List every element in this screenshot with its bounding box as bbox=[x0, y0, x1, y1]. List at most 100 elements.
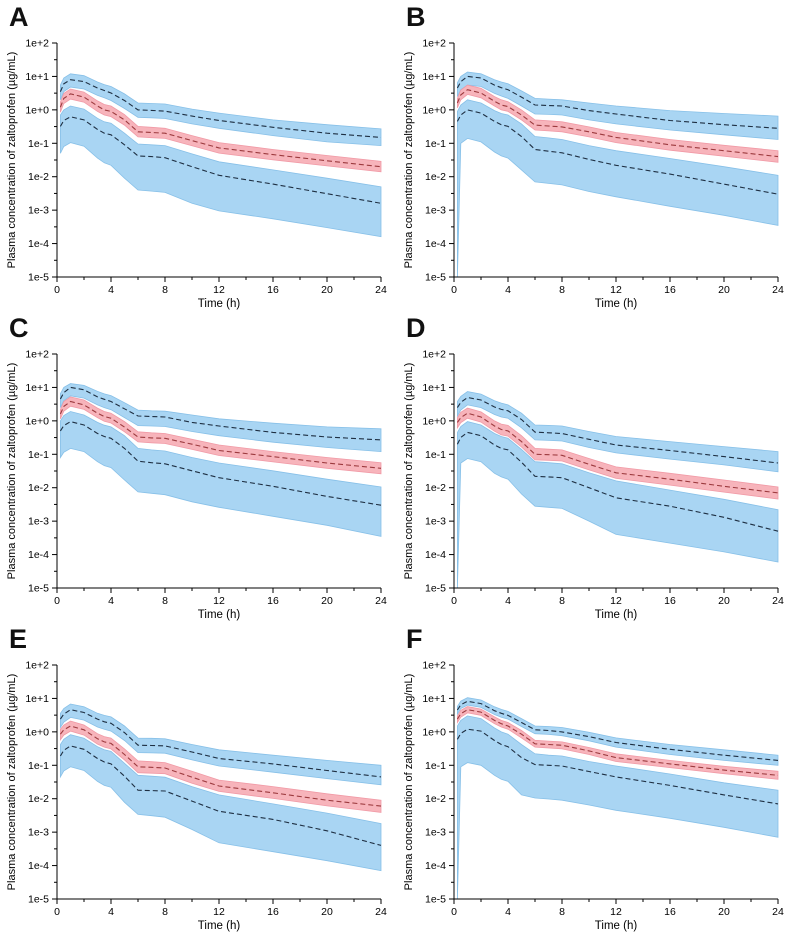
p05-percentile-line bbox=[456, 431, 779, 532]
p05-ci-band bbox=[457, 715, 779, 900]
tick-labels: 1e+2 1e+1 1e+0 1e-1 1e-2 1e-3 1e-4 1e-5 0 4 8 12 16 2… bbox=[422, 349, 784, 608]
tick-labels: 1e+2 1e+1 1e+0 1e-1 1e-2 1e-3 1e-4 1e-5 0 4 8 12 16 2… bbox=[25, 660, 387, 919]
median-ci-band bbox=[457, 84, 779, 163]
svg-text:4: 4 bbox=[505, 284, 511, 296]
svg-text:1e+2: 1e+2 bbox=[25, 38, 49, 50]
svg-text:1e-3: 1e-3 bbox=[28, 827, 49, 839]
x-axis-title: Time (h) bbox=[198, 609, 241, 621]
p05-ci-band bbox=[457, 99, 779, 278]
svg-text:12: 12 bbox=[610, 906, 622, 918]
panel-f-plot: 1e+2 1e+1 1e+0 1e-1 1e-2 1e-3 1e-4 1e-5 0 4 8 12 16 2… bbox=[403, 660, 784, 933]
p95-ci-band bbox=[457, 71, 779, 140]
panel-f: 1e+2 1e+1 1e+0 1e-1 1e-2 1e-3 1e-4 1e-5 0 4 8 12 16 2… bbox=[397, 622, 794, 933]
tick-labels: 1e+2 1e+1 1e+0 1e-1 1e-2 1e-3 1e-4 1e-5 0 4 8 12 16 2… bbox=[422, 38, 784, 297]
panel-e-plot: 1e+2 1e+1 1e+0 1e-1 1e-2 1e-3 1e-4 1e-5 0 4 8 12 16 2… bbox=[6, 660, 387, 933]
svg-text:1e-1: 1e-1 bbox=[425, 138, 446, 150]
panel-b-label: B bbox=[406, 2, 426, 32]
panel-d-plot: 1e+2 1e+1 1e+0 1e-1 1e-2 1e-3 1e-4 1e-5 0 4 8 12 16 2… bbox=[403, 349, 784, 622]
plot-area bbox=[456, 697, 779, 900]
plot-area bbox=[456, 71, 779, 278]
median-ci-band bbox=[60, 88, 382, 173]
svg-text:1e-2: 1e-2 bbox=[425, 171, 446, 183]
y-axis-title: Plasma concentration of zaltoprofen (µg/… bbox=[6, 52, 18, 269]
svg-text:1e+1: 1e+1 bbox=[422, 382, 446, 394]
y-axis-title: Plasma concentration of zaltoprofen (µg/… bbox=[6, 363, 18, 580]
panel-a: 1e+2 1e+1 1e+0 1e-1 1e-2 1e-3 1e-4 1e-5 0 4 8 12 16 2… bbox=[0, 0, 397, 311]
svg-text:12: 12 bbox=[213, 595, 225, 607]
axes bbox=[52, 664, 382, 904]
svg-text:1e+0: 1e+0 bbox=[422, 726, 446, 738]
svg-text:24: 24 bbox=[772, 284, 784, 296]
svg-text:16: 16 bbox=[664, 906, 676, 918]
svg-text:1e+1: 1e+1 bbox=[25, 693, 49, 705]
p95-ci-band bbox=[457, 697, 779, 766]
panel-e-label: E bbox=[9, 624, 28, 654]
median-line bbox=[456, 709, 779, 776]
svg-text:24: 24 bbox=[772, 906, 784, 918]
panel-c-label: C bbox=[9, 313, 29, 343]
svg-text:8: 8 bbox=[162, 284, 168, 296]
svg-text:1e-3: 1e-3 bbox=[28, 205, 49, 217]
p05-ci-band bbox=[60, 734, 382, 872]
svg-text:24: 24 bbox=[375, 284, 387, 296]
y-axis-title: Plasma concentration of zaltoprofen (µg/… bbox=[403, 363, 415, 580]
svg-text:1e+2: 1e+2 bbox=[25, 660, 49, 672]
panel-b-plot: 1e+2 1e+1 1e+0 1e-1 1e-2 1e-3 1e-4 1e-5 0 4 8 12 16 2… bbox=[403, 38, 784, 311]
svg-text:4: 4 bbox=[108, 284, 114, 296]
axes bbox=[52, 42, 382, 282]
median-ci-band bbox=[60, 720, 382, 813]
svg-text:1e+0: 1e+0 bbox=[422, 415, 446, 427]
svg-text:24: 24 bbox=[375, 595, 387, 607]
svg-text:1e+1: 1e+1 bbox=[25, 71, 49, 83]
panel-d: 1e+2 1e+1 1e+0 1e-1 1e-2 1e-3 1e-4 1e-5 0 4 8 12 16 2… bbox=[397, 311, 794, 622]
svg-text:12: 12 bbox=[213, 906, 225, 918]
svg-text:24: 24 bbox=[375, 906, 387, 918]
p05-percentile-line bbox=[59, 421, 382, 506]
plot-area bbox=[59, 383, 382, 537]
plot-area bbox=[456, 391, 779, 589]
svg-text:1e-4: 1e-4 bbox=[28, 238, 49, 250]
svg-text:0: 0 bbox=[54, 284, 60, 296]
p95-percentile-line bbox=[456, 75, 779, 129]
svg-text:12: 12 bbox=[213, 284, 225, 296]
svg-text:1e-3: 1e-3 bbox=[28, 516, 49, 528]
svg-text:4: 4 bbox=[108, 906, 114, 918]
p95-ci-band bbox=[60, 383, 382, 453]
svg-text:20: 20 bbox=[321, 595, 333, 607]
p95-percentile-line bbox=[456, 700, 779, 761]
x-axis-title: Time (h) bbox=[595, 920, 638, 932]
svg-text:4: 4 bbox=[505, 595, 511, 607]
panel-e: 1e+2 1e+1 1e+0 1e-1 1e-2 1e-3 1e-4 1e-5 0 4 8 12 16 2… bbox=[0, 622, 397, 933]
svg-text:20: 20 bbox=[718, 906, 730, 918]
svg-text:1e+0: 1e+0 bbox=[25, 415, 49, 427]
svg-text:1e-4: 1e-4 bbox=[425, 860, 446, 872]
p95-ci-band bbox=[457, 391, 779, 473]
svg-text:8: 8 bbox=[559, 906, 565, 918]
p05-ci-band bbox=[60, 105, 382, 238]
svg-text:1e-5: 1e-5 bbox=[28, 272, 49, 284]
svg-text:1e-5: 1e-5 bbox=[425, 272, 446, 284]
svg-text:1e+0: 1e+0 bbox=[25, 104, 49, 116]
svg-text:24: 24 bbox=[772, 595, 784, 607]
p95-percentile-line bbox=[59, 709, 382, 778]
y-axis-title: Plasma concentration of zaltoprofen (µg/… bbox=[403, 52, 415, 269]
tick-labels: 1e+2 1e+1 1e+0 1e-1 1e-2 1e-3 1e-4 1e-5 0 4 8 12 16 2… bbox=[25, 38, 387, 297]
svg-text:20: 20 bbox=[321, 284, 333, 296]
x-axis-title: Time (h) bbox=[198, 920, 241, 932]
svg-text:1e-1: 1e-1 bbox=[28, 138, 49, 150]
svg-text:1e-5: 1e-5 bbox=[28, 583, 49, 595]
axes bbox=[449, 353, 779, 593]
svg-text:12: 12 bbox=[610, 595, 622, 607]
svg-text:8: 8 bbox=[162, 595, 168, 607]
svg-text:8: 8 bbox=[559, 284, 565, 296]
svg-text:0: 0 bbox=[54, 906, 60, 918]
panel-b: 1e+2 1e+1 1e+0 1e-1 1e-2 1e-3 1e-4 1e-5 0 4 8 12 16 2… bbox=[397, 0, 794, 311]
p95-percentile-line bbox=[59, 79, 382, 138]
svg-text:1e-3: 1e-3 bbox=[425, 516, 446, 528]
svg-text:1e+1: 1e+1 bbox=[25, 382, 49, 394]
tick-labels: 1e+2 1e+1 1e+0 1e-1 1e-2 1e-3 1e-4 1e-5 0 4 8 12 16 2… bbox=[422, 660, 784, 919]
svg-text:20: 20 bbox=[321, 906, 333, 918]
panel-c-plot: 1e+2 1e+1 1e+0 1e-1 1e-2 1e-3 1e-4 1e-5 0 4 8 12 16 2… bbox=[6, 349, 387, 622]
svg-text:16: 16 bbox=[267, 284, 279, 296]
median-line bbox=[456, 412, 779, 494]
